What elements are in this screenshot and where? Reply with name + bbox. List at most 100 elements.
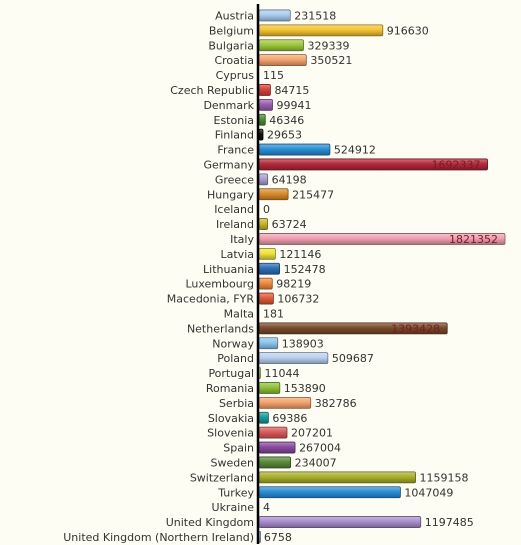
value-label-united-kingdom-northern-ireland: 6758	[264, 531, 292, 544]
labels-layer: Austria 231518 Belgium 916630 Bulgaria 329339…	[63, 9, 498, 544]
category-label-lithuania: Lithuania	[203, 263, 254, 276]
category-label-slovenia: Slovenia	[207, 427, 254, 440]
category-label-france: France	[217, 144, 254, 157]
category-label-romania: Romania	[206, 382, 254, 395]
category-label-denmark: Denmark	[203, 99, 254, 112]
value-label-hungary: 215477	[292, 188, 334, 201]
category-label-united-kingdom-northern-ireland: United Kingdom (Northern Ireland)	[63, 531, 254, 544]
value-label-luxembourg: 98219	[276, 278, 311, 291]
bar-greece	[258, 173, 269, 186]
value-label-norway: 138903	[282, 337, 324, 350]
bar-macedonia-fyr	[258, 292, 274, 305]
category-label-serbia: Serbia	[219, 397, 254, 410]
value-label-ireland: 63724	[272, 218, 307, 231]
bar-belgium	[258, 24, 384, 37]
value-label-austria: 231518	[294, 9, 336, 22]
bar-spain	[258, 441, 296, 454]
category-label-ireland: Ireland	[216, 218, 254, 231]
value-label-ukraine: 4	[263, 501, 270, 514]
bar-denmark	[258, 98, 273, 111]
value-label-serbia: 382786	[315, 397, 357, 410]
value-label-slovakia: 69386	[272, 412, 307, 425]
value-label-italy: 1821352	[449, 233, 498, 246]
value-label-finland: 29653	[267, 129, 302, 142]
category-label-spain: Spain	[223, 442, 254, 455]
category-label-poland: Poland	[217, 352, 254, 365]
bar-latvia	[258, 247, 276, 260]
category-label-hungary: Hungary	[207, 188, 254, 201]
category-label-united-kingdom: United Kingdom	[166, 516, 254, 529]
category-label-turkey: Turkey	[217, 486, 254, 499]
category-label-portugal: Portugal	[208, 367, 254, 380]
value-label-germany: 1692337	[432, 158, 481, 171]
value-label-lithuania: 152478	[284, 263, 326, 276]
bar-ireland	[258, 218, 269, 230]
value-label-romania: 153890	[284, 382, 326, 395]
value-label-cyprus: 115	[263, 69, 284, 82]
category-label-latvia: Latvia	[221, 248, 255, 261]
category-label-ukraine: Ukraine	[212, 501, 255, 514]
value-label-belgium: 916630	[387, 24, 429, 37]
bar-luxembourg	[258, 277, 273, 290]
value-label-iceland: 0	[263, 203, 270, 216]
value-label-croatia: 350521	[310, 54, 352, 67]
category-label-luxembourg: Luxembourg	[185, 278, 254, 291]
bar-slovenia	[258, 426, 288, 439]
bar-estonia	[258, 113, 266, 126]
category-label-belgium: Belgium	[209, 24, 254, 37]
value-label-czech-republic: 84715	[274, 84, 309, 97]
bar-croatia	[258, 54, 307, 67]
category-label-norway: Norway	[212, 337, 254, 350]
category-label-slovakia: Slovakia	[208, 412, 254, 425]
bar-poland	[258, 352, 329, 365]
category-label-croatia: Croatia	[214, 54, 254, 67]
value-label-switzerland: 1159158	[420, 471, 469, 484]
bar-norway	[258, 337, 279, 350]
value-label-latvia: 121146	[279, 248, 321, 261]
bar-finland	[258, 128, 264, 141]
category-label-germany: Germany	[203, 158, 254, 171]
bar-france	[258, 143, 331, 156]
bar-serbia	[258, 396, 312, 409]
category-label-iceland: Iceland	[214, 203, 254, 216]
value-label-slovenia: 207201	[291, 427, 333, 440]
bar-switzerland	[258, 471, 416, 484]
category-label-greece: Greece	[215, 173, 254, 186]
category-label-cyprus: Cyprus	[216, 69, 255, 82]
bar-czech-republic	[258, 84, 271, 96]
bar-turkey	[258, 486, 401, 499]
bar-austria	[258, 9, 291, 22]
category-label-italy: Italy	[230, 233, 254, 246]
category-label-estonia: Estonia	[214, 114, 255, 127]
value-label-united-kingdom: 1197485	[425, 516, 474, 529]
bars-layer	[258, 9, 506, 543]
value-label-greece: 64198	[272, 173, 307, 186]
category-label-netherlands: Netherlands	[187, 322, 254, 335]
value-label-portugal: 11044	[264, 367, 299, 380]
category-label-bulgaria: Bulgaria	[208, 39, 254, 52]
value-label-poland: 509687	[332, 352, 374, 365]
bar-bulgaria	[258, 39, 304, 52]
value-label-france: 524912	[334, 144, 376, 157]
bar-slovakia	[258, 411, 269, 424]
category-label-macedonia-fyr: Macedonia, FYR	[167, 293, 255, 306]
category-label-sweden: Sweden	[211, 456, 254, 469]
value-label-macedonia-fyr: 106732	[277, 293, 319, 306]
bar-lithuania	[258, 262, 280, 275]
value-label-bulgaria: 329339	[307, 39, 349, 52]
category-label-czech-republic: Czech Republic	[170, 84, 254, 97]
category-label-malta: Malta	[224, 307, 254, 320]
value-label-malta: 181	[263, 307, 284, 320]
bar-hungary	[258, 188, 289, 201]
value-label-estonia: 46346	[269, 114, 304, 127]
category-label-switzerland: Switzerland	[190, 471, 254, 484]
category-label-austria: Austria	[215, 9, 254, 22]
value-label-turkey: 1047049	[404, 486, 453, 499]
bar-sweden	[258, 456, 292, 469]
value-label-spain: 267004	[299, 442, 341, 455]
value-label-netherlands: 1393428	[391, 322, 440, 335]
category-label-finland: Finland	[215, 129, 254, 142]
value-label-sweden: 234007	[295, 456, 337, 469]
